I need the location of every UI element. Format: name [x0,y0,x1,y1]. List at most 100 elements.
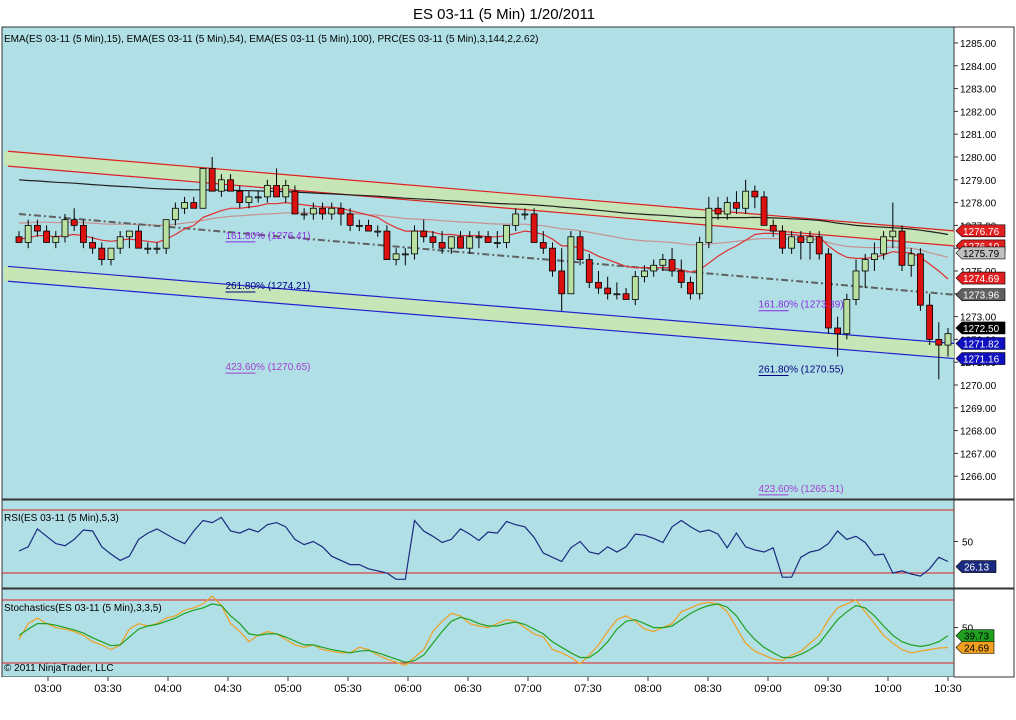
candle [254,191,262,203]
candle [217,174,225,197]
candle [236,185,244,209]
candle-body [779,230,786,249]
candle [15,231,23,243]
candle [677,259,685,289]
price-panel[interactable]: 1285.00 1284.00 1283.00 1282.00 1281.00 1280.… [1,26,1015,500]
time-tick-label: 05:00 [274,683,302,695]
price-tick-label: 1269.00 [960,404,997,415]
candle-body [558,270,566,295]
candle-body [714,207,722,215]
time-tick-label: 06:00 [394,683,422,695]
candle-body [926,304,934,340]
candle-body [935,338,943,346]
stoch-value-tag: 39.73 [955,629,995,643]
candle-body [825,253,832,329]
rsi-panel-bg [1,499,955,589]
price-tick-label: 1283.00 [960,85,997,96]
candle [457,231,464,249]
candle [539,231,547,254]
ema100-line [18,179,949,236]
candle-body [641,270,648,278]
candle [493,231,501,249]
candle-body [337,207,345,215]
candle [355,219,363,232]
candle-body [401,253,409,256]
candle [659,253,667,271]
candle [98,242,106,266]
candle-body [263,185,271,198]
candle-body [346,213,354,226]
candle-body [466,236,474,249]
candle-body [576,236,584,260]
candle [89,236,96,254]
stoch-value-tag: 24.69 [955,641,995,654]
candle [723,196,731,220]
time-tick-label: 03:00 [34,683,62,695]
candle [227,174,234,192]
candle [420,219,428,243]
price-tag-label: 1274.69 [963,274,1000,285]
candle [907,248,915,277]
stoch-panel-bg [1,588,955,678]
price-tick-label: 1279.00 [960,176,997,187]
rsi-label: RSI(ES 03-11 (5 Min),5,3) [4,513,119,524]
time-tick-label: 03:30 [94,683,122,695]
price-tag-shape [955,352,1006,365]
rsi-tick-label: 50 [962,538,974,549]
candle-body [199,167,207,209]
ema15-line [18,201,949,280]
candle-body [539,242,547,249]
candle [300,208,308,220]
candle-body [383,230,391,260]
candle-body [162,219,170,249]
rsi-panel[interactable]: RSI(ES 03-11 (5 Min),5,3) 50 26.13 [1,499,1015,589]
candle-body [723,202,731,215]
candle-body [107,247,115,260]
candle [383,225,391,260]
stoch-label: Stochastics(ES 03-11 (5 Min),3,3,5) [4,603,162,614]
candle [825,248,832,334]
candle-body [227,179,234,192]
candle [199,167,207,209]
candle [852,259,860,306]
candle [650,259,658,277]
candle [788,231,796,254]
candle [135,225,142,249]
candle [43,225,50,243]
candle [116,231,124,254]
candle-body [144,247,152,250]
candle-body [530,213,538,243]
candle [273,168,280,198]
candle-body [512,213,520,226]
candle-body [429,236,437,243]
candle-body [61,219,69,238]
candle [346,208,354,232]
candle [530,208,538,243]
stochastics-panel[interactable]: Stochastics(ES 03-11 (5 Min),3,3,5) 5039.… [1,588,1015,678]
candle-body [788,236,796,249]
price-tag-shape [955,224,1006,238]
candle [512,208,520,232]
candle-body [889,230,897,238]
price-tag-shape [955,288,1006,301]
candle-body [447,236,455,249]
candle [687,276,694,300]
fib-label: 261.80% (1270.55) [759,364,844,375]
candle [604,276,612,300]
chart-title: ES 03-11 (5 Min) 1/20/2011 [413,6,595,23]
candle-body [834,327,842,335]
candle [760,191,768,226]
candle-body [190,202,198,209]
candle [282,179,290,203]
rsi-value-tag: 26.13 [955,560,997,574]
candle [52,231,60,249]
time-tick-label: 05:30 [334,683,362,695]
lower-band-cap [4,266,19,282]
candle-body [300,213,308,216]
price-tick-label: 1278.00 [960,199,997,210]
candle [291,185,299,215]
candle-body [493,242,501,244]
candle-body [631,276,639,300]
candle-body [355,224,363,227]
